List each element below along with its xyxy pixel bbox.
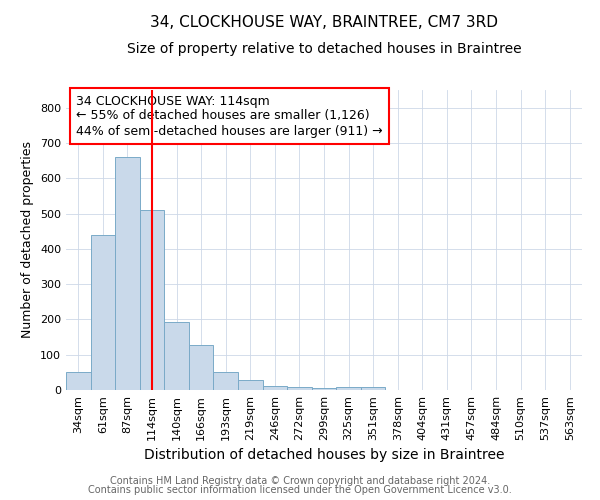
Bar xyxy=(164,322,189,390)
Bar xyxy=(361,387,385,390)
Text: 34 CLOCKHOUSE WAY: 114sqm
← 55% of detached houses are smaller (1,126)
44% of se: 34 CLOCKHOUSE WAY: 114sqm ← 55% of detac… xyxy=(76,94,383,138)
Bar xyxy=(66,372,91,390)
Bar xyxy=(189,345,214,390)
Bar xyxy=(91,234,115,390)
Bar xyxy=(263,386,287,390)
Bar xyxy=(115,157,140,390)
Y-axis label: Number of detached properties: Number of detached properties xyxy=(22,142,34,338)
Bar xyxy=(238,380,263,390)
Text: 34, CLOCKHOUSE WAY, BRAINTREE, CM7 3RD: 34, CLOCKHOUSE WAY, BRAINTREE, CM7 3RD xyxy=(150,15,498,30)
Bar xyxy=(336,387,361,390)
Text: Contains public sector information licensed under the Open Government Licence v3: Contains public sector information licen… xyxy=(88,485,512,495)
Bar xyxy=(312,388,336,390)
X-axis label: Distribution of detached houses by size in Braintree: Distribution of detached houses by size … xyxy=(144,448,504,462)
Text: Size of property relative to detached houses in Braintree: Size of property relative to detached ho… xyxy=(127,42,521,56)
Bar xyxy=(214,372,238,390)
Bar xyxy=(140,210,164,390)
Text: Contains HM Land Registry data © Crown copyright and database right 2024.: Contains HM Land Registry data © Crown c… xyxy=(110,476,490,486)
Bar xyxy=(287,387,312,390)
